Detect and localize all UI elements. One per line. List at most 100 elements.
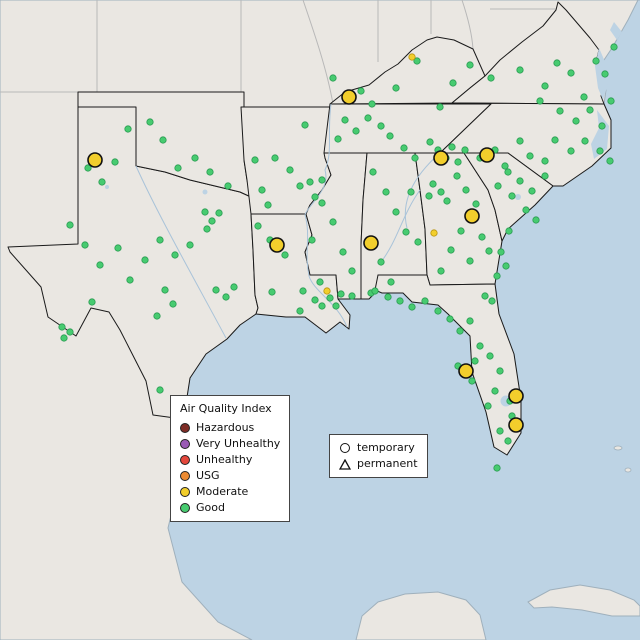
station-good: [486, 352, 494, 360]
station-good: [496, 427, 504, 435]
station-good: [553, 59, 561, 67]
circle-icon: [340, 443, 350, 453]
station-good: [254, 222, 262, 230]
station-good: [392, 84, 400, 92]
station-type-legend: temporary permanent: [329, 434, 428, 478]
station-moderate_minor: [408, 53, 416, 61]
station-good: [206, 168, 214, 176]
station-good: [532, 216, 540, 224]
station-good: [311, 296, 319, 304]
station-good: [487, 74, 495, 82]
station-good: [488, 297, 496, 305]
legend-item-hazardous: Hazardous: [180, 420, 280, 436]
station-good: [551, 136, 559, 144]
station-good: [318, 199, 326, 207]
station-good: [478, 233, 486, 241]
station-good: [592, 57, 600, 65]
type-legend-item-permanent: permanent: [339, 456, 418, 472]
station-good: [201, 208, 209, 216]
station-good: [271, 154, 279, 162]
station-good: [377, 122, 385, 130]
legend-item-label: USG: [196, 469, 220, 482]
station-good: [494, 182, 502, 190]
tennessee-river: [404, 152, 441, 229]
legend-item-label: Moderate: [196, 485, 249, 498]
station-good: [481, 292, 489, 300]
station-good: [156, 236, 164, 244]
station-good: [156, 386, 164, 394]
station-type-legend-items: temporary permanent: [339, 440, 418, 472]
station-good: [316, 278, 324, 286]
station-good: [368, 100, 376, 108]
station-good: [501, 162, 509, 170]
legend-item-very-unhealthy: Very Unhealthy: [180, 436, 280, 452]
station-good: [414, 238, 422, 246]
station-good: [169, 300, 177, 308]
station-good: [457, 227, 465, 235]
station-good: [413, 57, 421, 65]
station-good: [462, 186, 470, 194]
station-good: [382, 188, 390, 196]
brazos-river: [135, 165, 227, 339]
station-good: [456, 327, 464, 335]
station-good: [586, 106, 594, 114]
station-moderate_minor: [430, 229, 438, 237]
bahamas-islet: [624, 467, 632, 473]
station-moderate_major: [508, 388, 524, 404]
station-good: [436, 103, 444, 111]
pamlico-sound: [591, 110, 609, 159]
station-moderate_major: [269, 237, 285, 253]
station-good: [466, 61, 474, 69]
station-good: [357, 87, 365, 95]
station-moderate_minor: [323, 287, 331, 295]
legend-item-moderate: Moderate: [180, 484, 280, 500]
station-good: [348, 292, 356, 300]
station-good: [224, 182, 232, 190]
station-good: [174, 164, 182, 172]
legend-item-good: Good: [180, 500, 280, 516]
station-good: [159, 136, 167, 144]
station-good: [96, 261, 104, 269]
station-good: [208, 217, 216, 225]
station-good: [126, 276, 134, 284]
state-florida: [374, 274, 522, 456]
station-good: [516, 137, 524, 145]
station-good: [258, 186, 266, 194]
legend-item-label: Hazardous: [196, 421, 255, 434]
station-good: [429, 180, 437, 188]
station-good: [598, 122, 606, 130]
station-good: [58, 323, 66, 331]
station-good: [153, 312, 161, 320]
station-good: [476, 342, 484, 350]
station-good: [364, 114, 372, 122]
station-good: [386, 132, 394, 140]
station-good: [446, 315, 454, 323]
station-good: [377, 258, 385, 266]
state-north-carolina: [439, 102, 612, 187]
station-good: [556, 107, 564, 115]
station-good: [581, 137, 589, 145]
station-good: [339, 248, 347, 256]
station-good: [230, 283, 238, 291]
station-good: [493, 464, 501, 472]
station-good: [607, 97, 615, 105]
station-good: [161, 286, 169, 294]
mississippi-river: [304, 103, 348, 328]
station-good: [484, 402, 492, 410]
swatch-very-unhealthy: [180, 439, 190, 449]
station-good: [81, 241, 89, 249]
station-good: [447, 246, 455, 254]
station-good: [348, 267, 356, 275]
station-good: [215, 209, 223, 217]
station-good: [497, 248, 505, 256]
station-good: [572, 117, 580, 125]
legend-item-unhealthy: Unhealthy: [180, 452, 280, 468]
station-good: [541, 157, 549, 165]
station-good: [567, 69, 575, 77]
station-good: [352, 127, 360, 135]
delaware-bay: [610, 22, 622, 40]
station-good: [596, 147, 604, 155]
swatch-hazardous: [180, 423, 190, 433]
